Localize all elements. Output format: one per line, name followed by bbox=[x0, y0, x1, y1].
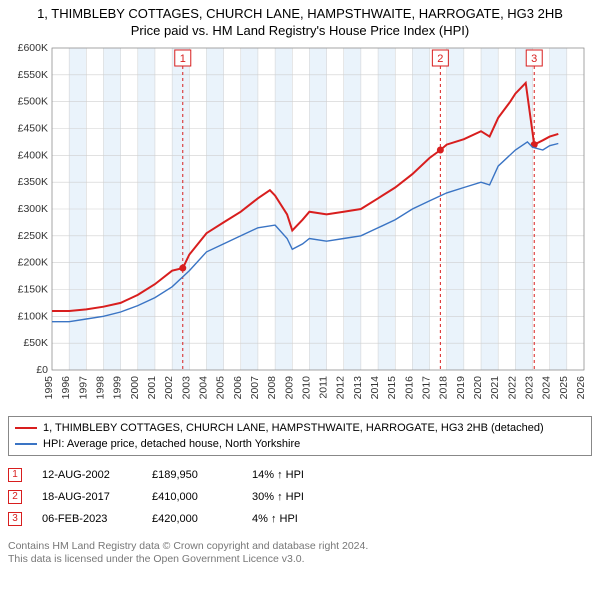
svg-text:1999: 1999 bbox=[112, 376, 124, 400]
svg-text:2005: 2005 bbox=[215, 376, 227, 400]
svg-text:2: 2 bbox=[437, 53, 443, 65]
title-line2: Price paid vs. HM Land Registry's House … bbox=[8, 23, 592, 40]
svg-text:1997: 1997 bbox=[77, 376, 89, 400]
events-table: 1 12-AUG-2002 £189,950 14% ↑ HPI 2 18-AUG-201… bbox=[8, 464, 592, 530]
svg-text:2024: 2024 bbox=[541, 376, 553, 400]
svg-text:2023: 2023 bbox=[524, 376, 536, 400]
svg-text:2021: 2021 bbox=[489, 376, 501, 400]
svg-text:£400K: £400K bbox=[18, 149, 48, 161]
svg-text:£50K: £50K bbox=[23, 337, 48, 349]
event-marker: 2 bbox=[8, 490, 22, 504]
event-price: £420,000 bbox=[152, 513, 232, 525]
svg-text:£100K: £100K bbox=[18, 310, 48, 322]
legend-label-2: HPI: Average price, detached house, Nort… bbox=[43, 438, 300, 450]
svg-text:2004: 2004 bbox=[197, 376, 209, 400]
svg-text:2017: 2017 bbox=[421, 376, 433, 400]
svg-text:2008: 2008 bbox=[266, 376, 278, 400]
svg-text:2014: 2014 bbox=[369, 376, 381, 400]
legend-label-1: 1, THIMBLEBY COTTAGES, CHURCH LANE, HAMP… bbox=[43, 422, 544, 434]
svg-text:£550K: £550K bbox=[18, 69, 48, 81]
svg-text:2009: 2009 bbox=[283, 376, 295, 400]
svg-text:£500K: £500K bbox=[18, 95, 48, 107]
event-marker: 3 bbox=[8, 512, 22, 526]
chart-title: 1, THIMBLEBY COTTAGES, CHURCH LANE, HAMP… bbox=[8, 6, 592, 40]
legend: 1, THIMBLEBY COTTAGES, CHURCH LANE, HAMP… bbox=[8, 416, 592, 456]
svg-text:1: 1 bbox=[180, 53, 186, 65]
svg-text:1995: 1995 bbox=[43, 376, 55, 400]
svg-text:2000: 2000 bbox=[129, 376, 141, 400]
svg-text:£200K: £200K bbox=[18, 256, 48, 268]
legend-swatch-1 bbox=[15, 427, 37, 429]
svg-text:£450K: £450K bbox=[18, 122, 48, 134]
svg-text:1998: 1998 bbox=[94, 376, 106, 400]
event-diff: 30% ↑ HPI bbox=[252, 491, 342, 503]
event-marker: 1 bbox=[8, 468, 22, 482]
svg-text:2006: 2006 bbox=[232, 376, 244, 400]
svg-text:2019: 2019 bbox=[455, 376, 467, 400]
svg-text:£250K: £250K bbox=[18, 230, 48, 242]
chart-area: £0 £50K £100K £150K £200K £250K £300K £350K £400… bbox=[8, 44, 592, 414]
svg-text:2011: 2011 bbox=[318, 376, 330, 399]
svg-text:2026: 2026 bbox=[575, 376, 587, 400]
event-date: 06-FEB-2023 bbox=[42, 513, 132, 525]
svg-text:£350K: £350K bbox=[18, 176, 48, 188]
svg-text:2025: 2025 bbox=[558, 376, 570, 400]
svg-text:2007: 2007 bbox=[249, 376, 261, 400]
legend-row-2: HPI: Average price, detached house, Nort… bbox=[15, 436, 585, 452]
legend-swatch-2 bbox=[15, 443, 37, 445]
svg-text:2003: 2003 bbox=[180, 376, 192, 400]
event-row: 3 06-FEB-2023 £420,000 4% ↑ HPI bbox=[8, 508, 592, 530]
event-date: 12-AUG-2002 bbox=[42, 469, 132, 481]
event-row: 1 12-AUG-2002 £189,950 14% ↑ HPI bbox=[8, 464, 592, 486]
title-line1: 1, THIMBLEBY COTTAGES, CHURCH LANE, HAMP… bbox=[8, 6, 592, 23]
svg-text:2012: 2012 bbox=[335, 376, 347, 400]
footer-attribution: Contains HM Land Registry data © Crown c… bbox=[8, 540, 592, 567]
svg-text:1996: 1996 bbox=[60, 376, 72, 400]
svg-text:2013: 2013 bbox=[352, 376, 364, 400]
event-diff: 14% ↑ HPI bbox=[252, 469, 342, 481]
svg-text:£300K: £300K bbox=[18, 203, 48, 215]
svg-text:2020: 2020 bbox=[472, 376, 484, 400]
legend-row-1: 1, THIMBLEBY COTTAGES, CHURCH LANE, HAMP… bbox=[15, 420, 585, 436]
event-price: £189,950 bbox=[152, 469, 232, 481]
svg-text:2022: 2022 bbox=[506, 376, 518, 400]
svg-text:£150K: £150K bbox=[18, 283, 48, 295]
svg-text:2001: 2001 bbox=[146, 376, 158, 400]
svg-text:2016: 2016 bbox=[403, 376, 415, 400]
svg-text:£0: £0 bbox=[36, 364, 48, 376]
svg-text:2010: 2010 bbox=[300, 376, 312, 400]
event-price: £410,000 bbox=[152, 491, 232, 503]
svg-text:2015: 2015 bbox=[386, 376, 398, 400]
event-date: 18-AUG-2017 bbox=[42, 491, 132, 503]
svg-text:£600K: £600K bbox=[18, 44, 48, 54]
event-row: 2 18-AUG-2017 £410,000 30% ↑ HPI bbox=[8, 486, 592, 508]
footer-line1: Contains HM Land Registry data © Crown c… bbox=[8, 540, 592, 554]
event-diff: 4% ↑ HPI bbox=[252, 513, 342, 525]
chart-svg: £0 £50K £100K £150K £200K £250K £300K £350K £400… bbox=[8, 44, 592, 414]
svg-text:2002: 2002 bbox=[163, 376, 175, 400]
svg-text:2018: 2018 bbox=[438, 376, 450, 400]
footer-line2: This data is licensed under the Open Gov… bbox=[8, 553, 592, 567]
svg-text:3: 3 bbox=[531, 53, 537, 65]
